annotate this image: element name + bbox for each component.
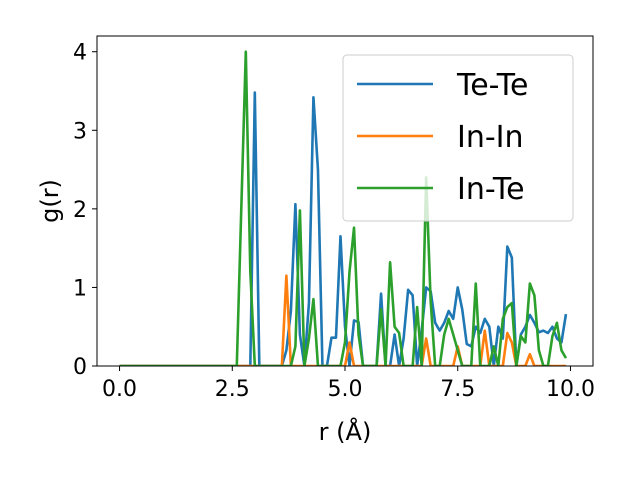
legend-label-te-te: Te-Te xyxy=(456,68,528,103)
series-line-in-te xyxy=(119,50,568,366)
y-tick-label: 2 xyxy=(73,198,87,223)
x-axis-label: r (Å) xyxy=(319,417,372,446)
legend-box xyxy=(342,54,574,222)
x-tick-label: 7.5 xyxy=(440,377,475,402)
y-tick-label: 4 xyxy=(73,41,87,66)
x-tick-label: 5.0 xyxy=(328,377,363,402)
legend-label-in-in: In-In xyxy=(457,120,524,155)
x-axis: 0.0 2.5 5.0 7.5 10.0 xyxy=(102,366,595,402)
y-tick-label: 1 xyxy=(73,276,87,301)
x-tick-label: 10.0 xyxy=(546,377,595,402)
legend-label-in-te: In-Te xyxy=(457,172,525,207)
legend: Te-Te In-In In-Te xyxy=(342,54,574,222)
y-axis: 0 1 2 3 4 xyxy=(73,41,97,380)
series-layer xyxy=(119,50,568,366)
x-tick-label: 2.5 xyxy=(215,377,250,402)
x-tick-label: 0.0 xyxy=(102,377,137,402)
y-tick-label: 3 xyxy=(73,119,87,144)
y-tick-label: 0 xyxy=(73,355,87,380)
y-axis-label: g(r) xyxy=(36,179,64,223)
